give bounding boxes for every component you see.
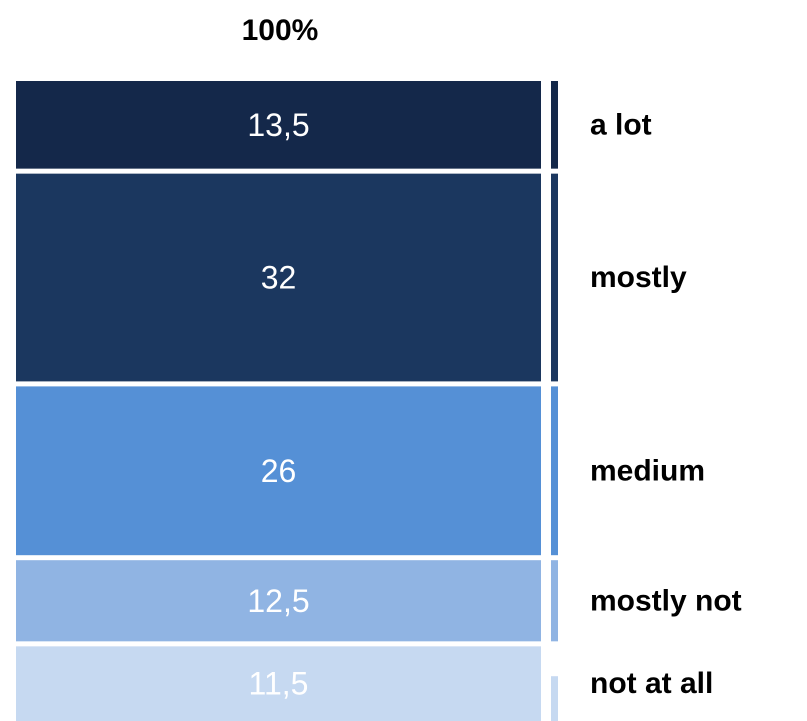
legend-marker-not-at-all <box>551 676 558 721</box>
legend-marker-a-lot <box>551 81 558 169</box>
value-labels: 13,5 32 26 12,5 11,5 <box>247 107 309 702</box>
bar-segment-medium <box>16 386 541 556</box>
value-label-not-at-all: 11,5 <box>249 666 309 702</box>
category-label-medium: medium <box>590 454 705 487</box>
value-label-mostly: 32 <box>261 260 297 296</box>
chart-title: 100% <box>242 14 319 47</box>
category-label-mostly: mostly <box>590 261 687 294</box>
bar-segment-not-at-all <box>16 646 541 721</box>
value-label-medium: 26 <box>261 453 297 489</box>
category-labels: a lot mostly medium mostly not not at all <box>590 108 742 700</box>
bar-segment-a-lot <box>16 81 541 169</box>
legend-marker-mostly <box>551 173 558 382</box>
value-label-mostly-not: 12,5 <box>247 583 309 619</box>
category-label-mostly-not: mostly not <box>590 584 742 617</box>
category-label-a-lot: a lot <box>590 108 652 141</box>
category-label-not-at-all: not at all <box>590 667 713 700</box>
legend-marker-mostly-not <box>551 560 558 642</box>
bar-segment-mostly-not <box>16 560 541 642</box>
bar-segments <box>16 81 541 721</box>
bar-segment-mostly <box>16 173 541 382</box>
value-label-a-lot: 13,5 <box>247 107 309 143</box>
legend-marker-medium <box>551 386 558 556</box>
legend-markers <box>551 81 558 721</box>
